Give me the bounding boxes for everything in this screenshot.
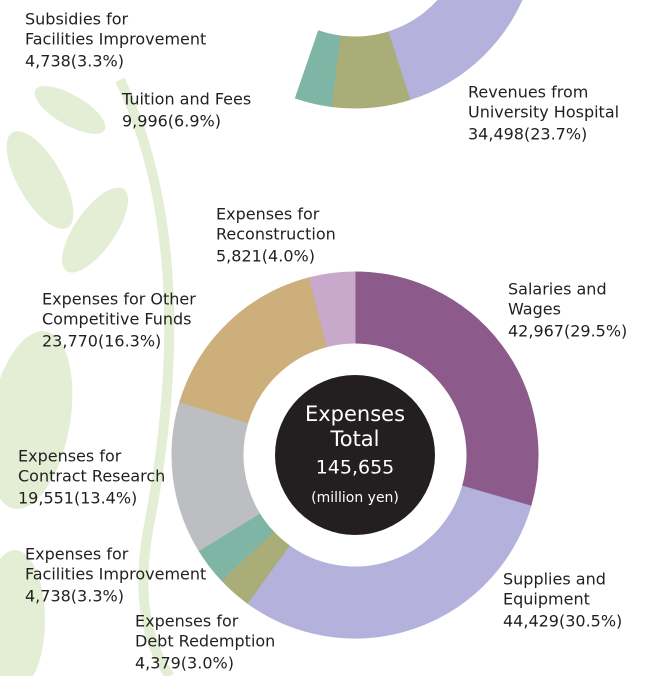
segment-label: Expenses for	[25, 545, 129, 564]
segment-label: Revenues from	[468, 83, 588, 102]
segment-label: Tuition and Fees	[121, 90, 251, 109]
segment-label: Expenses for	[135, 612, 239, 631]
segment-value-label: 34,498(23.7%)	[468, 125, 587, 144]
segment-label: Facilities Improvement	[25, 30, 206, 49]
segment-label: Wages	[508, 300, 561, 319]
segment-value-label: 44,429(30.5%)	[503, 612, 622, 631]
segment-value-label: 4,379(3.0%)	[135, 654, 234, 673]
segment-label: Expenses for Other	[42, 290, 196, 309]
infographic: Subsidies forFacilities Improvement4,738…	[0, 0, 654, 676]
center-unit: (million yen)	[311, 490, 399, 506]
segment-label: Competitive Funds	[42, 310, 191, 329]
segment-value-label: 9,996(6.9%)	[122, 112, 221, 131]
segment-label: Subsidies for	[25, 10, 129, 29]
segment-label: Supplies and	[503, 570, 606, 589]
segment-label: Reconstruction	[216, 225, 336, 244]
center-title: Total	[329, 427, 379, 451]
segment-label: Equipment	[503, 590, 590, 609]
segment-value-label: 4,738(3.3%)	[25, 52, 124, 71]
segment-label: Contract Research	[18, 467, 165, 486]
segment-label: Expenses for	[216, 205, 320, 224]
segment-label: Facilities Improvement	[25, 565, 206, 584]
segment-label: Debt Redemption	[135, 632, 275, 651]
segment-label: Salaries and	[508, 280, 607, 299]
segment-value-label: 4,738(3.3%)	[25, 587, 124, 606]
segment-value-label: 19,551(13.4%)	[18, 489, 137, 508]
segment-label: Expenses for	[18, 447, 122, 466]
center-circle	[275, 375, 435, 535]
segment-value-label: 23,770(16.3%)	[42, 332, 161, 351]
center-total: 145,655	[316, 457, 395, 479]
center-title: Expenses	[305, 402, 405, 426]
segment-label: University Hospital	[468, 103, 619, 122]
segment-value-label: 5,821(4.0%)	[216, 247, 315, 266]
segment-value-label: 42,967(29.5%)	[508, 322, 627, 341]
